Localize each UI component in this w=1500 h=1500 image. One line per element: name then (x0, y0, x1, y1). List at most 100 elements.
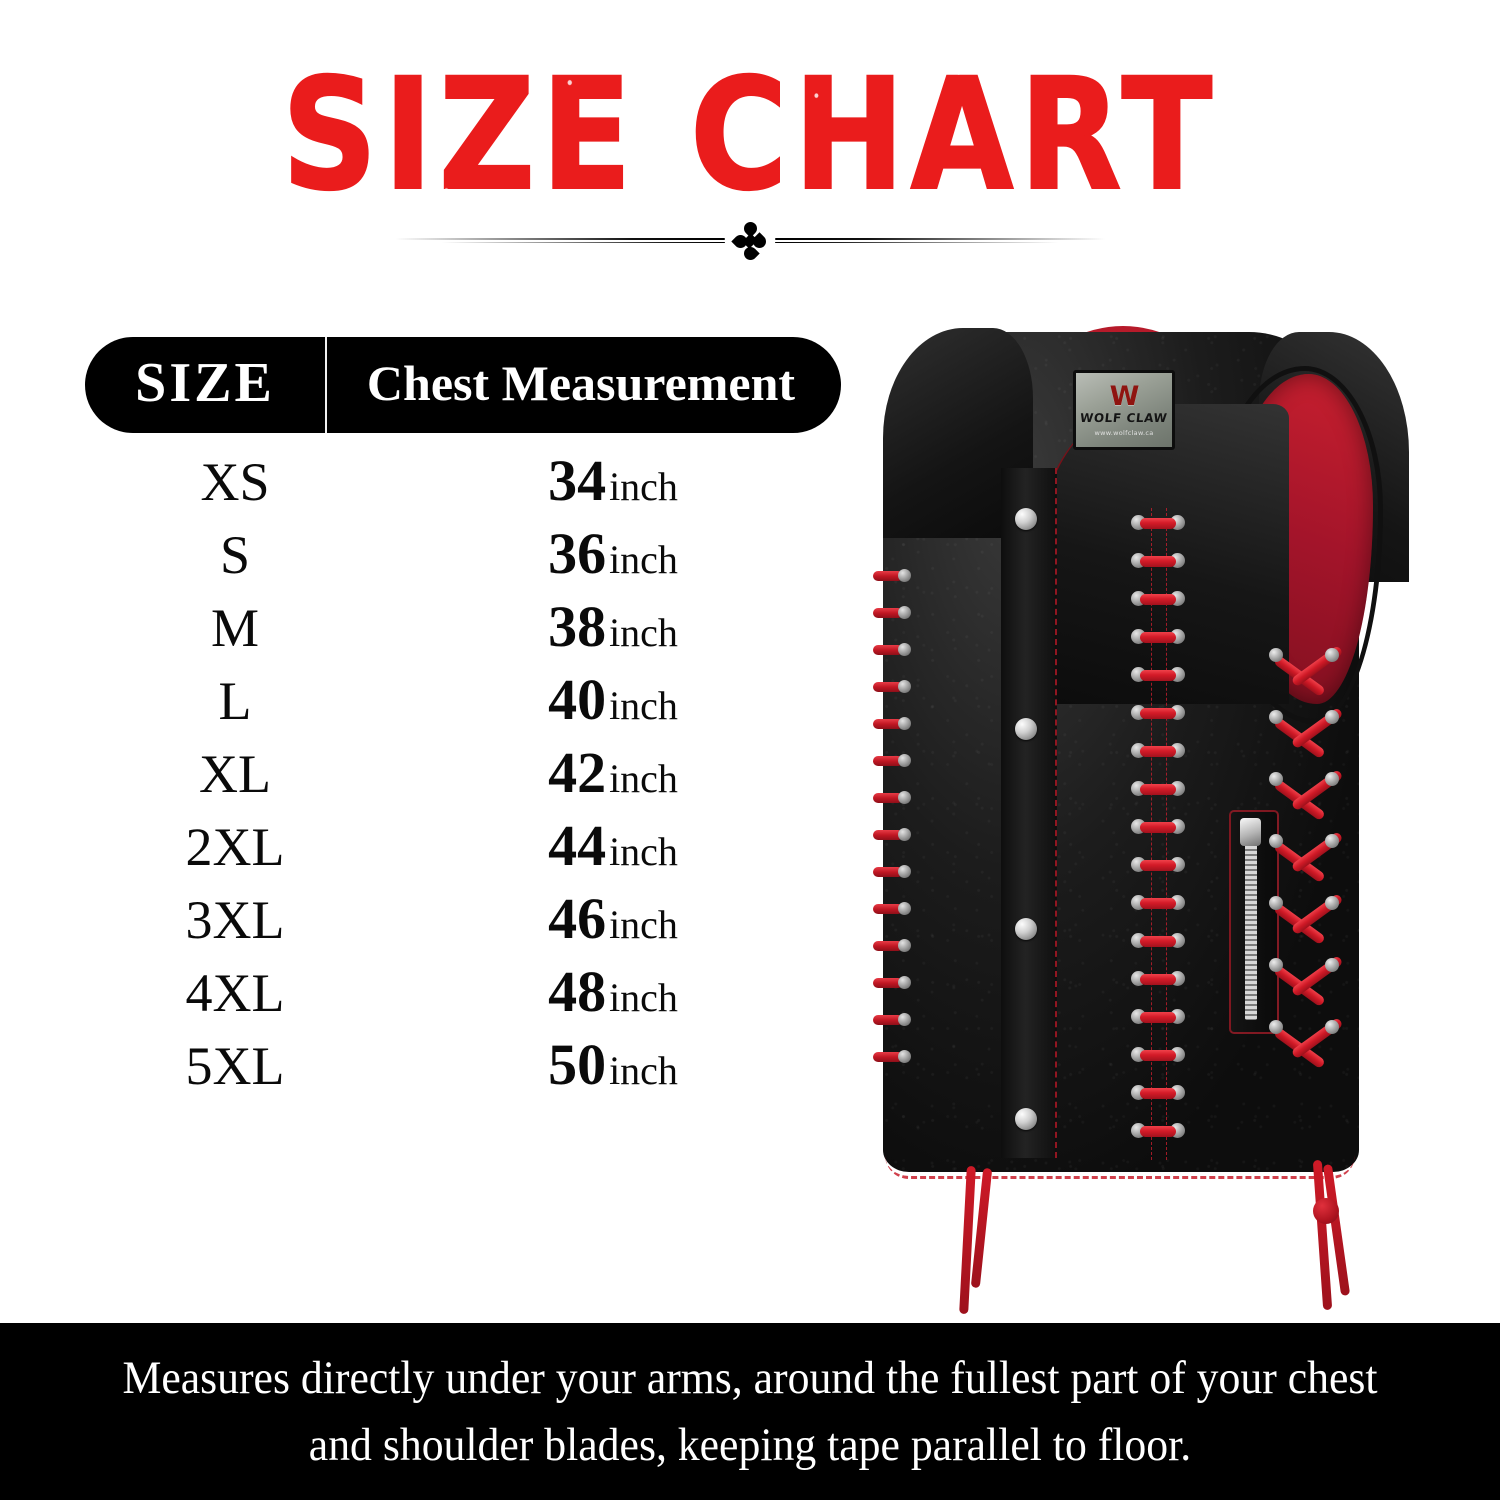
vest-side-lace-cross (1269, 893, 1344, 958)
brand-label: W WOLF CLAW www.wolfclaw.ca (1073, 370, 1175, 450)
zipper-teeth (1245, 826, 1257, 1020)
measurement-value: 48 (548, 959, 607, 1024)
cell-size: 2XL (185, 817, 285, 877)
measurement-unit: inch (609, 1048, 678, 1093)
size-table-body: XS 34inch S 36inch M 38inch L 40inch XL 42inch 2XL… (85, 452, 841, 1109)
vest-lace-eyelet-pair (1131, 1046, 1185, 1064)
column-header-size: SIZE (135, 352, 275, 414)
vest-lace-eyelet-pair (1131, 590, 1185, 608)
brand-initial: W (1109, 381, 1140, 413)
vest-side-lace-cross (1269, 769, 1344, 834)
table-row: 5XL 50inch (85, 1036, 841, 1109)
vest-lace-eyelet-pair (1131, 704, 1185, 722)
measurement-unit: inch (609, 829, 678, 874)
vest-center-seam (1151, 508, 1167, 1160)
cell-size: L (218, 671, 252, 731)
vest-lace-eyelet-pair (1131, 780, 1185, 798)
vest-center-lacing (1131, 514, 1185, 1154)
cell-measurement: 48inch (385, 963, 841, 1021)
vest-cord-tail (959, 1165, 976, 1315)
cell-measurement: 38inch (385, 598, 841, 656)
cell-measurement: 46inch (385, 890, 841, 948)
vest-snap-button (1015, 1108, 1037, 1130)
vest-left-lace-eyelet (869, 901, 911, 917)
footer-band: Measures directly under your arms, aroun… (0, 1323, 1500, 1500)
vest-side-lace-cross (1269, 955, 1344, 1020)
table-row: S 36inch (85, 525, 841, 598)
measurement-value: 40 (548, 667, 607, 732)
vest-left-lace-eyelet (869, 568, 911, 584)
cell-size: 4XL (185, 963, 285, 1023)
measurement-value: 42 (548, 740, 607, 805)
vest-side-lace-cross (1269, 645, 1344, 710)
cell-size: 5XL (185, 1036, 285, 1096)
vest-lace-eyelet-pair (1131, 818, 1185, 836)
page-title: SIZE CHART (275, 45, 1225, 225)
quatrefoil-ornament-icon (731, 219, 769, 263)
measurement-unit: inch (609, 683, 678, 728)
vest-lace-eyelet-pair (1131, 1008, 1185, 1026)
vest-left-lace-eyelet (869, 864, 911, 880)
page-title-wrapper: SIZE CHART (0, 53, 1500, 217)
vest-side-lacing (1269, 645, 1344, 1118)
measurement-value: 36 (548, 521, 607, 586)
vest-lace-eyelet-pair (1131, 894, 1185, 912)
cell-size: M (210, 598, 259, 658)
vest-left-lace-eyelet (869, 790, 911, 806)
cell-measurement: 36inch (385, 525, 841, 583)
vest-left-lace-eyelet (869, 1049, 911, 1065)
table-row: 3XL 46inch (85, 890, 841, 963)
vest-left-lace-eyelet (869, 716, 911, 732)
vest-left-lace-eyelet (869, 605, 911, 621)
measurement-value: 44 (548, 813, 607, 878)
vest-snap-button (1015, 508, 1037, 530)
cell-size: XL (199, 744, 271, 804)
vest-left-lace-eyelet (869, 975, 911, 991)
table-row: M 38inch (85, 598, 841, 671)
table-row: 2XL 44inch (85, 817, 841, 890)
table-row: L 40inch (85, 671, 841, 744)
vest-lace-knot (1313, 1198, 1339, 1224)
vest-hem-stitch (885, 1154, 1355, 1179)
vest-snap-placket (1001, 468, 1057, 1158)
vest-zipper-pocket (1229, 810, 1279, 1034)
measurement-unit: inch (609, 975, 678, 1020)
cell-measurement: 44inch (385, 817, 841, 875)
measurement-unit: inch (609, 537, 678, 582)
vest-left-lace-eyelet (869, 679, 911, 695)
measurement-unit: inch (609, 464, 678, 509)
table-header-bar: SIZE Chest Measurement (85, 337, 841, 433)
vest-lace-eyelet-pair (1131, 856, 1185, 874)
vest-side-lace-cross (1269, 831, 1344, 896)
cell-measurement: 50inch (385, 1036, 841, 1094)
brand-name: WOLF CLAW (1079, 411, 1169, 426)
vest-lace-eyelet-pair (1131, 970, 1185, 988)
cell-size: S (219, 525, 251, 585)
table-row: 4XL 48inch (85, 963, 841, 1036)
vest-lace-eyelet-pair (1131, 552, 1185, 570)
vest-left-lace-eyelet (869, 642, 911, 658)
measurement-value: 34 (548, 448, 607, 513)
brand-url: www.wolfclaw.ca (1094, 428, 1154, 437)
header-divider (325, 337, 327, 433)
vest-left-lace-eyelet (869, 827, 911, 843)
divider-line-left (395, 235, 725, 247)
vest-side-lace-cross (1269, 707, 1344, 772)
product-image-vest: W WOLF CLAW www.wolfclaw.ca (855, 318, 1435, 1315)
table-row: XL 42inch (85, 744, 841, 817)
measurement-value: 38 (548, 594, 607, 659)
measurement-unit: inch (609, 610, 678, 655)
vest-lace-eyelet-pair (1131, 1084, 1185, 1102)
vest-left-lace-eyelet (869, 1012, 911, 1028)
measurement-instruction: Measures directly under your arms, aroun… (122, 1351, 1378, 1471)
cell-measurement: 34inch (385, 452, 841, 510)
divider-line-right (775, 235, 1105, 247)
measurement-unit: inch (609, 756, 678, 801)
vest-snap-button (1015, 918, 1037, 940)
vest-snap-button (1015, 718, 1037, 740)
vest-left-lace-eyelet (869, 938, 911, 954)
vest-lace-eyelet-pair (1131, 628, 1185, 646)
vest-left-lace-eyelet (869, 753, 911, 769)
decorative-divider (0, 213, 1500, 269)
